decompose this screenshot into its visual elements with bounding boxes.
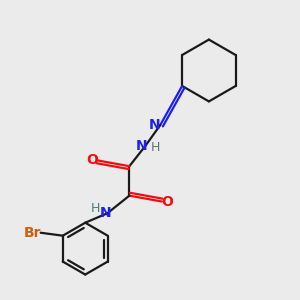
Text: Br: Br xyxy=(24,226,41,240)
Text: H: H xyxy=(151,141,160,154)
Text: N: N xyxy=(149,118,161,132)
Text: N: N xyxy=(100,206,112,220)
Text: O: O xyxy=(161,194,173,208)
Text: H: H xyxy=(90,202,100,214)
Text: N: N xyxy=(136,139,148,153)
Text: O: O xyxy=(86,153,98,167)
